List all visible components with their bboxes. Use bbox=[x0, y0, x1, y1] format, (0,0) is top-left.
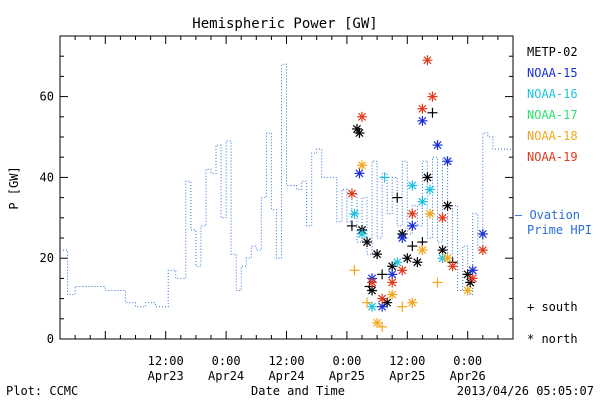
data-point-noaa-16-south bbox=[379, 172, 390, 183]
data-point-noaa-19-north bbox=[407, 208, 418, 219]
data-point-noaa-15-north bbox=[354, 168, 365, 179]
data-point-noaa-15-north bbox=[477, 228, 488, 239]
chart-title: Hemispheric Power [GW] bbox=[192, 16, 377, 32]
data-point-metp-02-north bbox=[437, 245, 448, 256]
x-tick-label-time: 0:00 bbox=[212, 354, 241, 368]
legend-north-label: * north bbox=[527, 332, 578, 346]
y-tick-label: 0 bbox=[47, 332, 54, 346]
legend-entry-metp-02: METP-02 bbox=[527, 45, 578, 59]
data-point-noaa-18-north bbox=[462, 285, 473, 296]
data-point-noaa-19-north bbox=[377, 293, 388, 304]
data-point-metp-02-south bbox=[407, 241, 418, 252]
data-point-noaa-16-north bbox=[349, 208, 360, 219]
data-point-metp-02-north bbox=[382, 297, 393, 308]
data-point-noaa-19-north bbox=[477, 245, 488, 256]
legend-entry-noaa-16: NOAA-16 bbox=[527, 87, 578, 101]
x-tick-label-time: 12:00 bbox=[148, 354, 184, 368]
legend-ovation-sublabel: Prime HPI bbox=[527, 223, 592, 237]
y-tick-label: 20 bbox=[40, 251, 54, 265]
y-tick-label: 60 bbox=[40, 90, 54, 104]
data-point-metp-02-south bbox=[346, 220, 357, 231]
y-axis: 0 20 40 60 bbox=[40, 35, 513, 346]
data-point-metp-02-north bbox=[362, 237, 373, 248]
data-point-noaa-19-north bbox=[397, 265, 408, 276]
data-point-noaa-16-north bbox=[392, 257, 403, 268]
data-point-metp-02-south bbox=[377, 269, 388, 280]
x-tick-label-date: Apr25 bbox=[389, 369, 425, 383]
legend-entry-noaa-15: NOAA-15 bbox=[527, 66, 578, 80]
x-tick-label-date: Apr24 bbox=[268, 369, 304, 383]
data-point-noaa-19-north bbox=[422, 55, 433, 66]
data-point-noaa-18-north bbox=[442, 253, 453, 264]
x-axis: 12:00Apr230:00Apr2412:00Apr240:00Apr2512… bbox=[59, 36, 514, 383]
data-point-noaa-19-north bbox=[367, 277, 378, 288]
data-point-metp-02-south bbox=[392, 192, 403, 203]
data-point-metp-02-north bbox=[412, 257, 423, 268]
data-point-noaa-18-south bbox=[397, 301, 408, 312]
data-point-noaa-19-north bbox=[357, 111, 367, 122]
data-point-noaa-18-north bbox=[357, 160, 367, 171]
data-point-noaa-18-north bbox=[417, 245, 428, 256]
x-tick-label-time: 12:00 bbox=[268, 354, 304, 368]
ovation-hpi-line bbox=[60, 63, 513, 308]
data-point-noaa-15-north bbox=[397, 233, 408, 243]
data-point-noaa-15-north bbox=[407, 220, 418, 231]
data-point-noaa-18-south bbox=[377, 321, 388, 332]
data-point-noaa-18-north bbox=[407, 297, 418, 308]
ovation-series bbox=[60, 63, 513, 308]
x-tick-label-date: Apr23 bbox=[148, 369, 184, 383]
x-tick-label-date: Apr24 bbox=[208, 369, 244, 383]
data-point-noaa-18-north bbox=[387, 289, 398, 300]
x-axis-label: Date and Time bbox=[251, 384, 345, 398]
data-point-noaa-19-north bbox=[346, 188, 357, 199]
data-point-metp-02-north bbox=[402, 253, 413, 264]
x-tick-label-date: Apr25 bbox=[329, 369, 365, 383]
data-point-noaa-16-north bbox=[417, 196, 428, 207]
data-point-metp-02-north bbox=[462, 269, 473, 280]
satellite-points bbox=[346, 55, 488, 332]
legend-ovation-label: — Ovation bbox=[515, 208, 580, 222]
data-point-noaa-16-north bbox=[407, 180, 418, 191]
data-point-noaa-19-north bbox=[417, 103, 428, 114]
data-point-noaa-19-north bbox=[467, 273, 478, 284]
legend-entry-noaa-18: NOAA-18 bbox=[527, 129, 578, 143]
data-point-noaa-18-north bbox=[372, 317, 383, 328]
legend-entry-noaa-17: NOAA-17 bbox=[527, 108, 578, 122]
data-point-noaa-16-north bbox=[357, 228, 367, 239]
x-tick-label-time: 0:00 bbox=[453, 354, 482, 368]
plot-timestamp: 2013/04/26 05:05:07 bbox=[457, 384, 594, 398]
data-point-noaa-19-north bbox=[437, 212, 448, 223]
data-point-metp-02-north bbox=[354, 127, 365, 138]
data-point-metp-02-south bbox=[427, 107, 438, 118]
data-point-noaa-15-north bbox=[467, 265, 478, 276]
data-point-noaa-18-north bbox=[424, 208, 435, 219]
data-point-noaa-18-south bbox=[349, 265, 360, 276]
x-tick-label-time: 12:00 bbox=[389, 354, 425, 368]
data-point-metp-02-north bbox=[372, 249, 383, 260]
data-point-noaa-16-north bbox=[424, 184, 435, 195]
data-point-noaa-15-north bbox=[442, 156, 453, 167]
y-axis-label: P [GW] bbox=[7, 166, 21, 209]
data-point-noaa-15-north bbox=[417, 115, 428, 126]
data-point-noaa-19-north bbox=[387, 277, 398, 288]
data-point-noaa-15-north bbox=[432, 140, 443, 151]
legend: METP-02 NOAA-15 NOAA-16 NOAA-17 NOAA-18 NOAA-… bbox=[515, 45, 592, 346]
data-point-noaa-18-south bbox=[362, 297, 373, 308]
data-point-noaa-19-north bbox=[427, 91, 438, 102]
data-point-noaa-18-south bbox=[432, 277, 443, 288]
plot-credit: Plot: CCMC bbox=[6, 384, 78, 398]
data-point-metp-02-north bbox=[422, 172, 433, 183]
data-point-noaa-16-north bbox=[367, 301, 378, 312]
legend-south-label: + south bbox=[527, 300, 578, 314]
y-tick-label: 40 bbox=[40, 170, 54, 184]
data-point-metp-02-north bbox=[442, 200, 453, 211]
data-point-metp-02-south bbox=[364, 281, 375, 292]
x-tick-label-date: Apr26 bbox=[450, 369, 486, 383]
data-point-noaa-19-north bbox=[447, 261, 458, 272]
legend-entry-noaa-19: NOAA-19 bbox=[527, 150, 578, 164]
x-tick-label-time: 0:00 bbox=[332, 354, 361, 368]
